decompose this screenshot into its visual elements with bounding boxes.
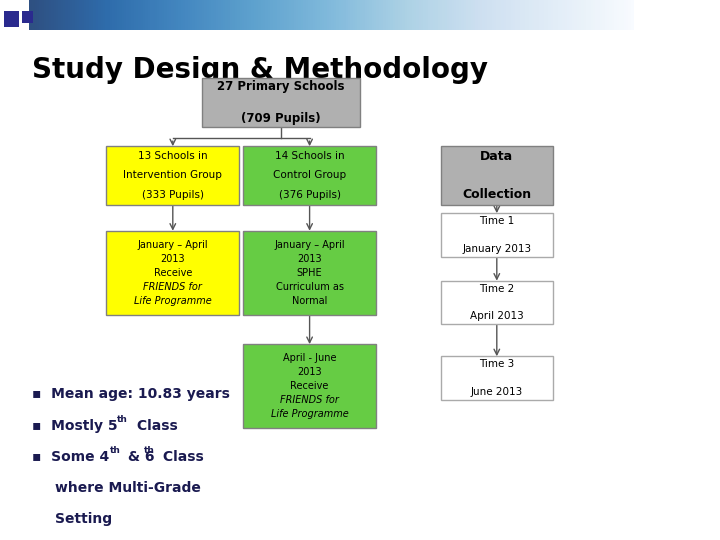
Text: 2013: 2013 (161, 254, 185, 264)
FancyBboxPatch shape (107, 231, 239, 314)
Text: th: th (117, 415, 128, 423)
Text: 13 Schools in: 13 Schools in (138, 151, 207, 161)
Text: January 2013: January 2013 (462, 244, 531, 253)
Text: (333 Pupils): (333 Pupils) (142, 190, 204, 200)
Text: Receive: Receive (290, 381, 329, 391)
FancyBboxPatch shape (441, 281, 553, 324)
FancyBboxPatch shape (441, 213, 553, 256)
Text: Receive: Receive (153, 268, 192, 278)
Text: Collection: Collection (462, 188, 531, 201)
Text: Setting: Setting (55, 512, 112, 526)
Text: Time 1: Time 1 (480, 217, 514, 226)
Text: April - June: April - June (283, 353, 336, 363)
Text: ▪  Mostly 5: ▪ Mostly 5 (32, 418, 118, 433)
Text: Control Group: Control Group (273, 171, 346, 180)
FancyBboxPatch shape (441, 356, 553, 400)
Text: Life Programme: Life Programme (134, 296, 212, 306)
FancyBboxPatch shape (202, 78, 360, 127)
Text: 2013: 2013 (297, 367, 322, 377)
Text: 2013: 2013 (297, 254, 322, 264)
FancyBboxPatch shape (243, 231, 376, 314)
Text: June 2013: June 2013 (471, 387, 523, 396)
FancyBboxPatch shape (4, 11, 19, 27)
FancyBboxPatch shape (243, 345, 376, 428)
Text: April 2013: April 2013 (470, 311, 523, 321)
Text: Data: Data (480, 150, 513, 163)
Text: (376 Pupils): (376 Pupils) (279, 190, 341, 200)
FancyBboxPatch shape (22, 11, 33, 23)
Text: ▪  Some 4: ▪ Some 4 (32, 450, 109, 464)
Text: FRIENDS for: FRIENDS for (280, 395, 339, 405)
Text: January – April: January – April (138, 240, 208, 249)
Text: Time 2: Time 2 (480, 284, 514, 294)
Text: FRIENDS for: FRIENDS for (143, 282, 202, 292)
FancyBboxPatch shape (441, 146, 553, 205)
Text: 14 Schools in: 14 Schools in (275, 151, 344, 161)
Text: th: th (109, 446, 120, 455)
Text: Study Design & Methodology: Study Design & Methodology (32, 56, 488, 84)
Text: Curriculum as: Curriculum as (276, 282, 343, 292)
Text: where Multi-Grade: where Multi-Grade (55, 481, 202, 495)
Text: Class: Class (158, 450, 204, 464)
Text: SPHE: SPHE (297, 268, 323, 278)
Text: 27 Primary Schools: 27 Primary Schools (217, 80, 345, 93)
Text: & 6: & 6 (123, 450, 155, 464)
Text: th: th (144, 446, 155, 455)
Text: Normal: Normal (292, 296, 328, 306)
FancyBboxPatch shape (243, 146, 376, 205)
Text: Intervention Group: Intervention Group (123, 171, 222, 180)
Text: (709 Pupils): (709 Pupils) (241, 112, 320, 125)
Text: Class: Class (132, 418, 178, 433)
Text: ▪  Mean age: 10.83 years: ▪ Mean age: 10.83 years (32, 387, 230, 401)
Text: Life Programme: Life Programme (271, 409, 348, 419)
FancyBboxPatch shape (107, 146, 239, 205)
Text: Time 3: Time 3 (480, 360, 514, 369)
Text: January – April: January – April (274, 240, 345, 249)
